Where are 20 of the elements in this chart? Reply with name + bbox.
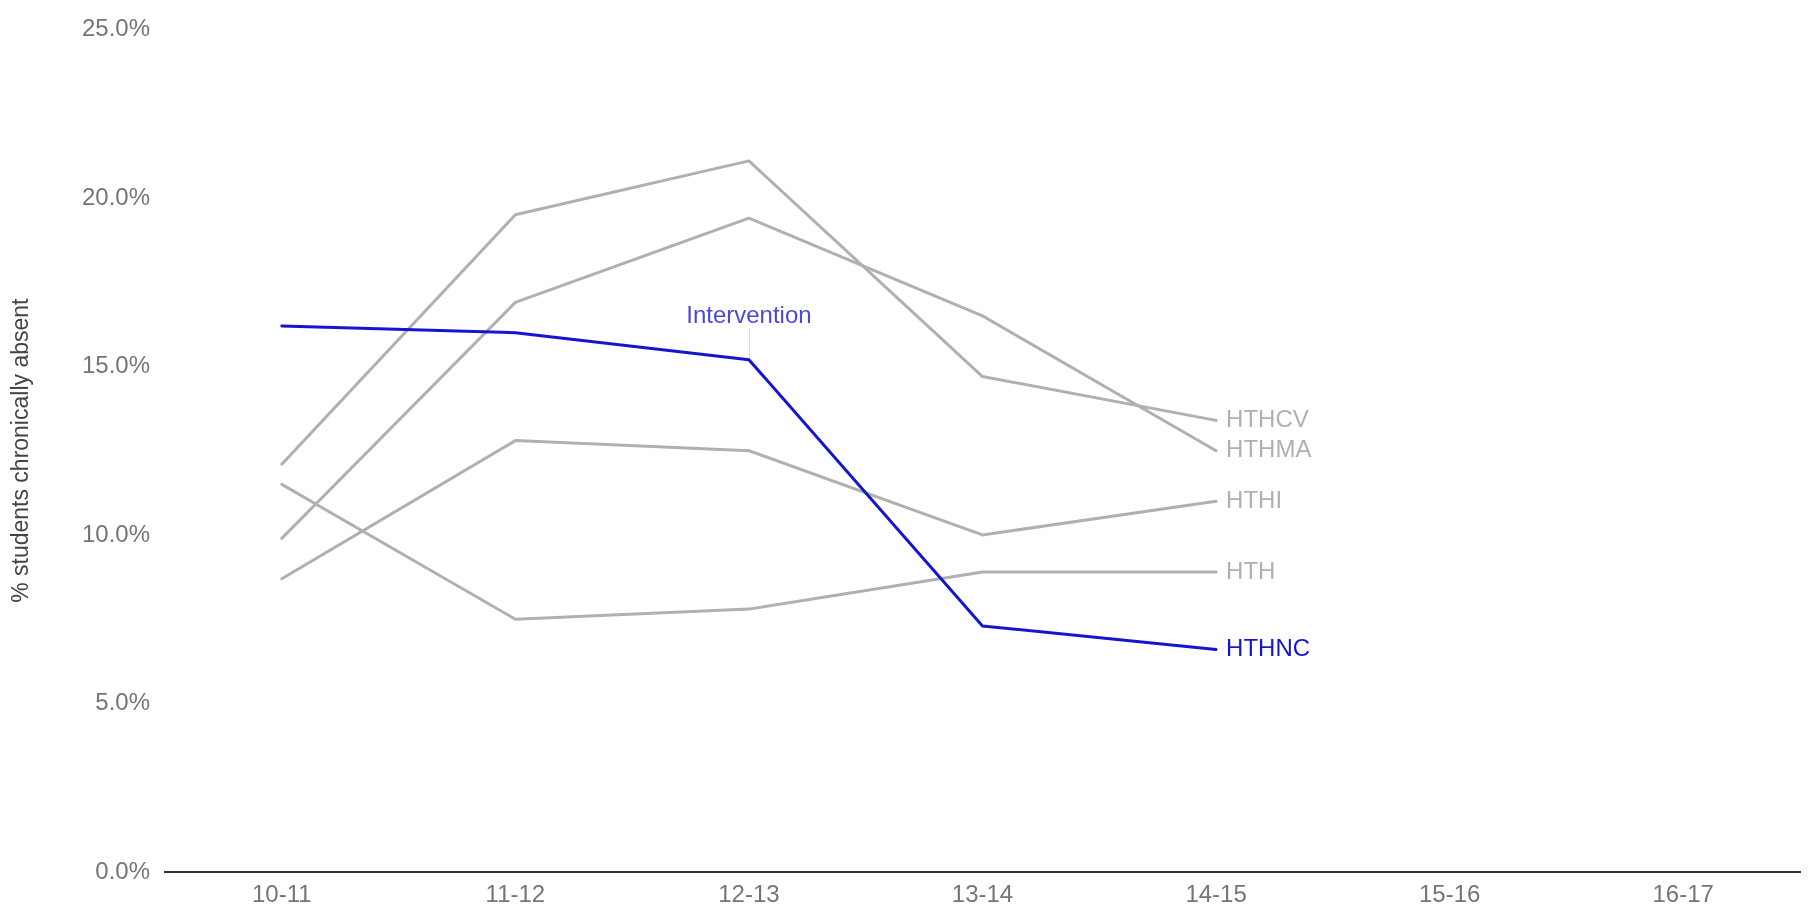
x-tick-label: 12-13: [718, 880, 780, 908]
x-tick-label: 14-15: [1185, 880, 1247, 908]
y-tick-label: 0.0%: [95, 856, 150, 884]
x-tick-label: 11-12: [485, 880, 546, 908]
series-label: HTHI: [1226, 485, 1283, 513]
x-tick-label: 13-14: [951, 880, 1014, 908]
x-tick-label: 15-16: [1418, 880, 1481, 908]
annotation: Intervention: [686, 301, 812, 329]
x-tick-label: 16-17: [1652, 880, 1714, 908]
y-tick-label: 15.0%: [81, 351, 150, 379]
series-label: HTHMA: [1226, 435, 1312, 463]
y-axis-title: % students chronically absent: [7, 297, 34, 603]
series-label: HTH: [1226, 556, 1276, 584]
y-tick-label: 25.0%: [81, 14, 150, 42]
x-tick-label: 10-11: [251, 880, 312, 908]
y-tick-label: 10.0%: [81, 519, 150, 547]
y-tick-label: 20.0%: [81, 182, 150, 210]
series-label: HTHNC: [1226, 634, 1311, 662]
series-label: HTHCV: [1226, 404, 1309, 432]
y-tick-label: 5.0%: [95, 688, 150, 716]
